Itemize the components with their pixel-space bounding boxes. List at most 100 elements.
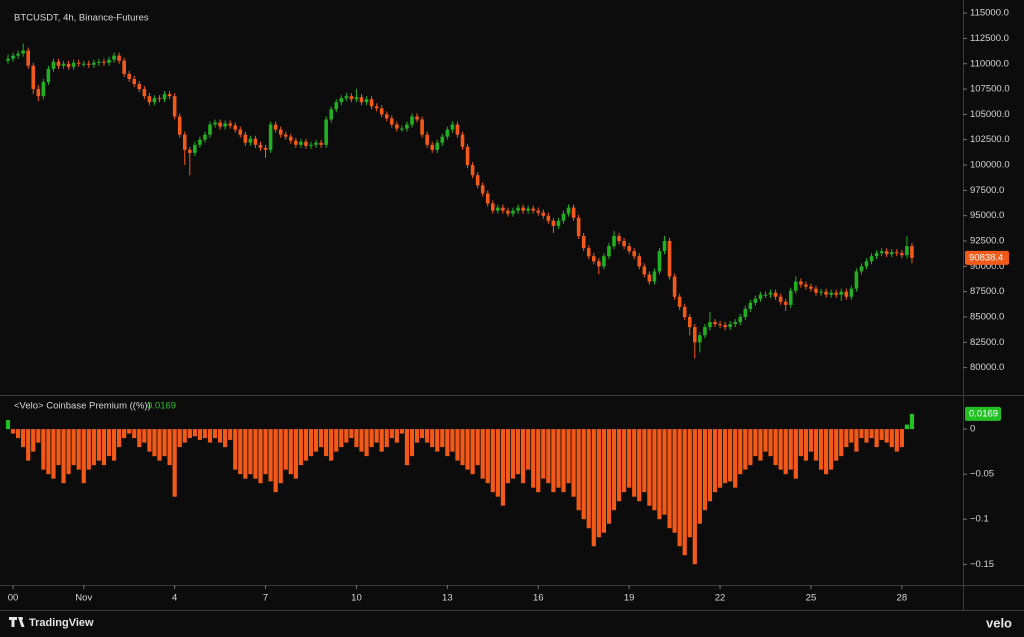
- candle-body: [92, 62, 96, 65]
- candle-body: [329, 109, 333, 120]
- brand-logo[interactable]: TradingView: [9, 617, 94, 629]
- bar: [324, 429, 329, 457]
- bar: [839, 429, 844, 457]
- bar: [414, 429, 420, 443]
- candle-body: [304, 141, 308, 146]
- candle-body: [339, 98, 344, 103]
- candle-body: [637, 256, 642, 267]
- candle-body: [783, 301, 788, 305]
- candle-body: [390, 118, 394, 125]
- x-tick-label: 10: [351, 593, 362, 604]
- candle-body: [728, 324, 732, 328]
- candle-body: [677, 296, 682, 307]
- candle-body: [773, 292, 778, 297]
- bar: [425, 429, 430, 443]
- bar: [36, 429, 41, 443]
- bar: [334, 429, 339, 452]
- bar: [702, 429, 707, 511]
- candle-body: [895, 252, 899, 254]
- bar: [596, 429, 601, 538]
- candle-body: [874, 253, 879, 257]
- bar: [733, 429, 738, 488]
- bar: [172, 429, 177, 497]
- candle-body: [289, 136, 293, 141]
- x-tick-label: 4: [172, 593, 177, 604]
- bar: [152, 429, 157, 457]
- candle-body: [384, 114, 389, 119]
- candle-body: [223, 123, 227, 127]
- candle-body: [278, 129, 283, 135]
- bar: [26, 429, 31, 461]
- candle-body: [344, 96, 349, 99]
- bar: [576, 429, 581, 511]
- candle-body: [794, 281, 798, 291]
- bar: [409, 429, 415, 457]
- bar: [536, 429, 541, 493]
- bar: [662, 429, 667, 515]
- candle-body: [859, 266, 864, 272]
- candle-body: [395, 124, 399, 129]
- bar: [672, 429, 677, 533]
- bar: [788, 429, 793, 470]
- candle-body: [56, 61, 61, 66]
- candle-body: [238, 129, 243, 135]
- candle-body: [374, 106, 379, 109]
- bar: [283, 429, 288, 470]
- candle-body: [208, 124, 212, 135]
- x-tick-label: Nov: [75, 593, 92, 604]
- candle-body: [294, 140, 298, 145]
- candle-body: [445, 129, 450, 137]
- candle-body: [602, 256, 606, 267]
- bar: [56, 429, 61, 466]
- candle-body: [617, 235, 621, 242]
- candle-body: [556, 220, 561, 226]
- candle-body: [248, 138, 253, 143]
- x-tick-label: 00: [8, 593, 19, 604]
- bar: [273, 429, 278, 493]
- candle-body: [733, 322, 737, 325]
- bar: [813, 429, 819, 461]
- candle-body: [455, 124, 460, 135]
- candle-body: [788, 290, 793, 305]
- candle-body: [718, 324, 722, 326]
- bar: [91, 429, 96, 466]
- y-tick-label: 90000.0: [970, 261, 1004, 272]
- x-tick-label: 25: [806, 593, 817, 604]
- bar: [41, 429, 46, 470]
- bar: [127, 429, 132, 434]
- bar: [803, 429, 808, 461]
- y-tick-label: 97500.0: [970, 185, 1004, 196]
- candle-body: [162, 94, 167, 100]
- candle-body: [763, 294, 768, 296]
- bar: [904, 424, 909, 430]
- bar: [455, 429, 460, 461]
- bar: [313, 429, 319, 452]
- bar: [308, 429, 314, 457]
- candle-body: [102, 61, 106, 63]
- candle-body: [349, 96, 354, 100]
- bar: [465, 429, 470, 470]
- bar: [344, 429, 349, 443]
- candle-body: [607, 246, 611, 257]
- bar: [521, 429, 526, 484]
- bar: [864, 429, 869, 443]
- candle-body: [157, 98, 162, 100]
- candle-body: [854, 271, 859, 289]
- x-tick-label: 19: [624, 593, 635, 604]
- candle-body: [263, 147, 268, 150]
- candle-body: [647, 274, 652, 282]
- candle-body: [354, 97, 359, 100]
- bar: [854, 429, 859, 452]
- bar: [622, 429, 627, 493]
- bar: [364, 429, 369, 457]
- candle-body: [137, 84, 142, 90]
- x-tick-label: 7: [263, 593, 268, 604]
- bar: [717, 429, 723, 488]
- bar: [551, 429, 556, 493]
- y-tick-label: 95000.0: [970, 210, 1004, 221]
- candle-body: [768, 292, 773, 295]
- premium-legend-value: 0.0169: [147, 401, 176, 412]
- candle-body: [182, 134, 187, 150]
- candle-body: [824, 291, 828, 295]
